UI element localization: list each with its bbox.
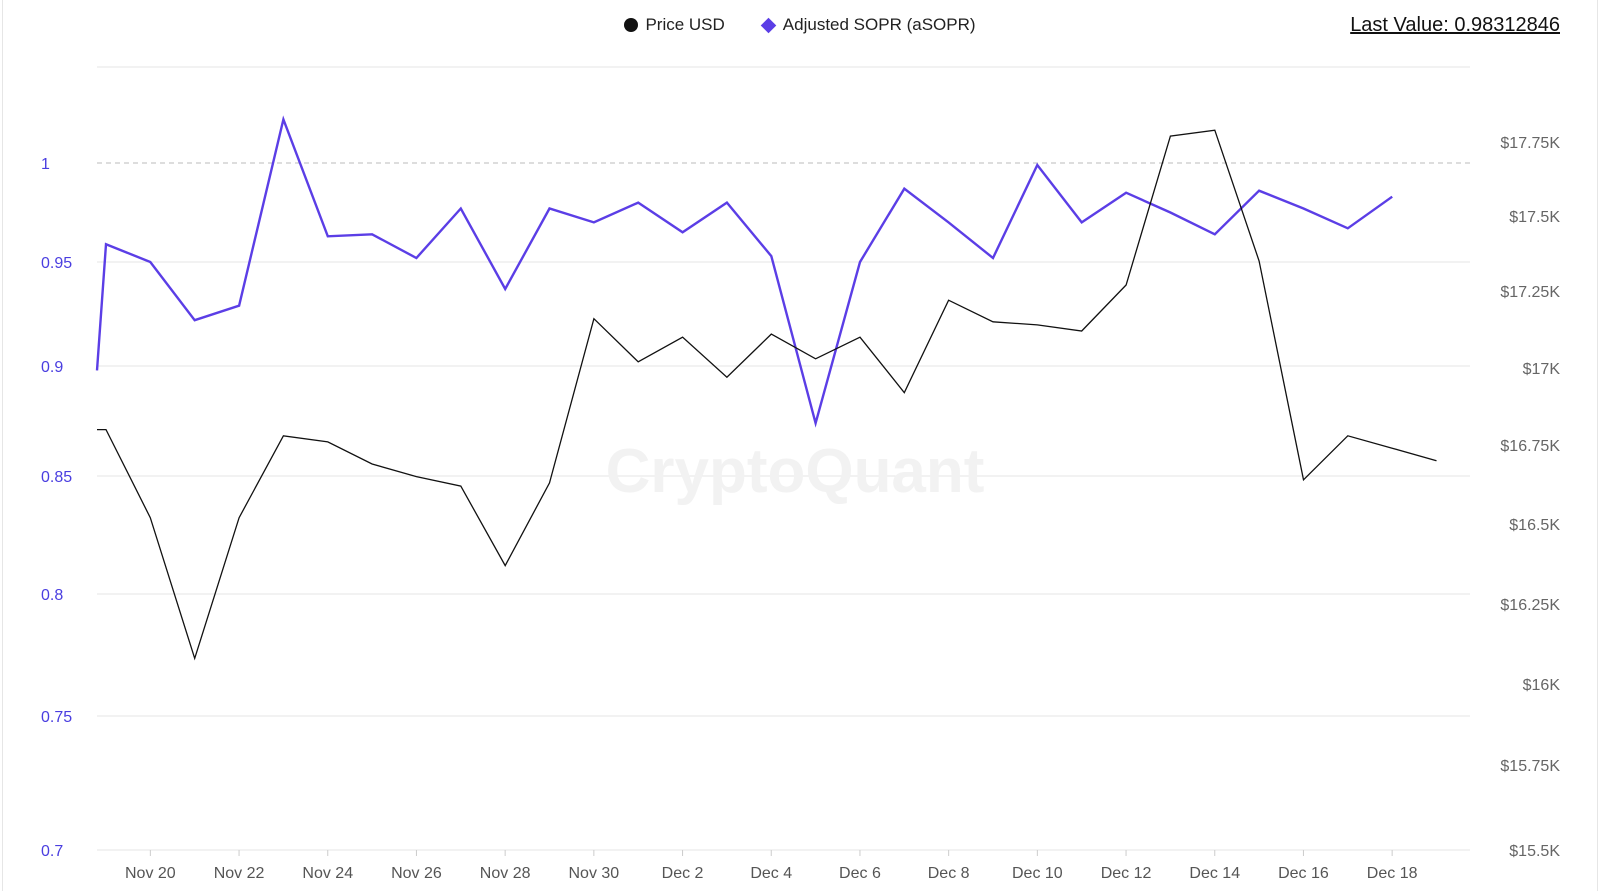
series-line-price xyxy=(97,129,1437,661)
y-right-tick-label: $17.5K xyxy=(1509,209,1560,226)
legend-label-price: Price USD xyxy=(645,15,725,34)
circle-icon xyxy=(624,18,639,32)
grid xyxy=(97,66,1470,851)
x-tick-label: Dec 14 xyxy=(1189,865,1240,882)
x-tick-label: Nov 26 xyxy=(391,865,442,882)
y-left-tick-label: 0.95 xyxy=(41,255,72,272)
x-tick-label: Dec 2 xyxy=(662,865,704,882)
x-tick-label: Dec 6 xyxy=(839,865,881,882)
last-value: Last Value: 0.98312846 xyxy=(1350,14,1560,36)
y-left-tick-label: 0.9 xyxy=(41,359,63,376)
x-tick-label: Dec 10 xyxy=(1012,865,1063,882)
y-right-tick-label: $17.75K xyxy=(1500,135,1560,152)
x-tick-label: Dec 16 xyxy=(1278,865,1329,882)
y-right-tick-label: $15.75K xyxy=(1500,758,1560,775)
x-axis: Nov 20 Nov 22 Nov 24 Nov 26 Nov 28 Nov 30 Dec … xyxy=(125,850,1418,882)
y-left-tick-label: 1 xyxy=(41,156,50,173)
x-tick-label: Dec 18 xyxy=(1367,865,1418,882)
x-tick-label: Dec 4 xyxy=(750,865,792,882)
legend-item-sopr[interactable]: Adjusted SOPR (aSOPR) xyxy=(760,12,976,38)
x-tick-label: Dec 8 xyxy=(928,865,970,882)
y-right-tick-label: $16.25K xyxy=(1500,597,1560,614)
y-right-tick-label: $17.25K xyxy=(1500,284,1560,301)
x-tick-label: Nov 30 xyxy=(568,865,619,882)
y-right-tick-label: $15.5K xyxy=(1509,843,1560,860)
legend-item-price[interactable]: Price USD xyxy=(624,12,725,38)
y-right-tick-label: $16K xyxy=(1523,677,1561,694)
x-tick-label: Nov 28 xyxy=(480,865,531,882)
x-tick-label: Nov 20 xyxy=(125,865,176,882)
y-right-tick-label: $17K xyxy=(1523,361,1561,378)
y-left-tick-label: 0.85 xyxy=(41,469,72,486)
x-tick-label: Dec 12 xyxy=(1101,865,1152,882)
y-left-tick-label: 0.75 xyxy=(41,709,72,726)
x-tick-label: Nov 22 xyxy=(214,865,265,882)
y-left-tick-label: 0.7 xyxy=(41,843,63,860)
y-axis-left: 0.7 0.75 0.8 0.85 0.9 0.95 1 xyxy=(41,156,72,860)
series xyxy=(95,115,1437,661)
y-right-tick-label: $16.5K xyxy=(1509,517,1560,534)
y-axis-right: $15.5K $15.75K $16K $16.25K $16.5K $16.75K $17… xyxy=(1500,135,1560,860)
y-left-tick-label: 0.8 xyxy=(41,587,63,604)
watermark: CryptoQuant xyxy=(606,437,985,506)
x-tick-label: Nov 24 xyxy=(302,865,353,882)
series-line-sopr xyxy=(95,115,1393,428)
y-right-tick-label: $16.75K xyxy=(1500,438,1560,455)
legend-label-sopr: Adjusted SOPR (aSOPR) xyxy=(782,15,976,34)
legend: Price USD Adjusted SOPR (aSOPR) xyxy=(0,12,1600,38)
